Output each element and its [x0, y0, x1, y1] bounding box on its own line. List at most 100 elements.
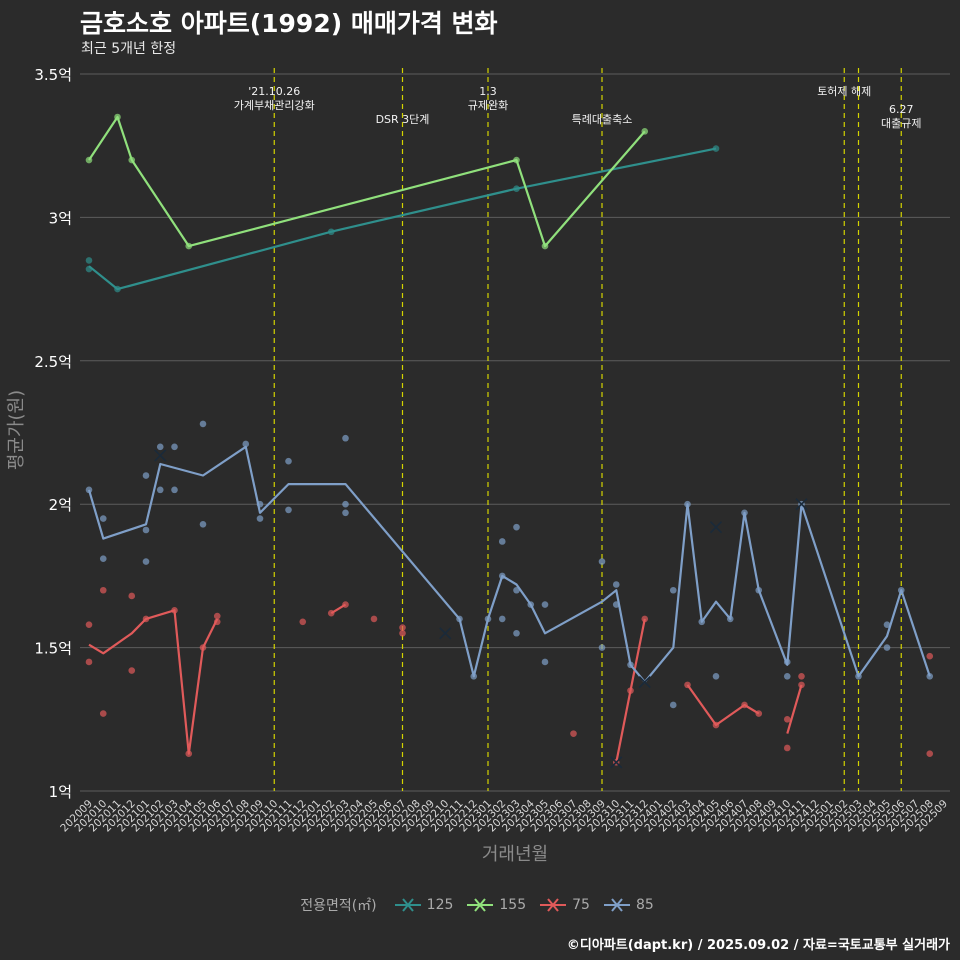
data-point — [883, 644, 891, 651]
cross-marker — [154, 449, 167, 462]
data-point — [783, 744, 791, 752]
source-caption: ©디아파트(dapt.kr) / 2025.09.02 / 자료=국토교통부 실… — [566, 938, 950, 953]
cross-marker — [610, 756, 623, 769]
data-point — [85, 621, 93, 628]
event-label: 특례대출축소 — [572, 113, 633, 126]
data-point — [242, 440, 250, 448]
data-point — [142, 526, 150, 534]
y-tick-label: 2억 — [49, 496, 72, 514]
data-point — [370, 615, 378, 623]
chart-subtitle: 최근 5개년 한정 — [81, 41, 177, 57]
data-point — [142, 472, 150, 479]
data-point — [156, 443, 164, 451]
data-point — [498, 615, 506, 623]
y-tick-label: 1억 — [49, 783, 72, 801]
legend-label: 75 — [572, 897, 590, 913]
data-point — [798, 681, 805, 689]
y-tick-label: 3.5억 — [34, 66, 72, 84]
event-label: 1.3 — [479, 85, 497, 98]
data-point — [598, 644, 606, 651]
data-point — [612, 581, 620, 588]
legend-label: 85 — [635, 897, 654, 913]
legend-key-icon — [603, 898, 630, 912]
data-point — [342, 509, 349, 517]
cross-marker — [638, 675, 651, 689]
data-point — [541, 658, 549, 666]
data-point — [85, 486, 93, 494]
data-point — [399, 629, 406, 637]
legend-key-icon — [467, 898, 494, 912]
data-point — [399, 624, 406, 631]
legend-item-85: 85 — [602, 895, 654, 915]
data-point — [285, 506, 292, 514]
data-point — [883, 621, 891, 628]
series-line — [786, 684, 803, 734]
data-point — [598, 558, 606, 565]
data-point — [798, 672, 805, 680]
data-point — [783, 716, 791, 723]
event-label: DSR 3단계 — [376, 113, 430, 126]
data-point — [513, 629, 520, 637]
y-tick-label: 3억 — [49, 209, 72, 227]
legend-item-125: 125 — [393, 895, 454, 915]
x-axis-title: 거래년월 — [482, 844, 548, 865]
legend-item-155: 155 — [465, 895, 526, 915]
event-label: 토허제 해제 — [817, 84, 871, 98]
data-point — [712, 672, 720, 680]
series-line — [615, 618, 646, 763]
data-point — [99, 515, 107, 522]
data-point — [199, 420, 207, 428]
legend-label: 155 — [499, 897, 527, 913]
data-point — [171, 443, 178, 451]
chart-title: 금호소호 아파트(1992) 매매가격 변화 — [80, 9, 498, 38]
legend-label: 125 — [426, 897, 454, 913]
data-point — [256, 515, 264, 522]
data-point — [299, 618, 307, 626]
data-point — [669, 586, 677, 594]
event-label: 가계부채관리강화 — [234, 99, 315, 112]
data-point — [669, 701, 677, 709]
event-label: 규제완화 — [468, 99, 508, 112]
data-point — [99, 586, 107, 594]
data-point — [712, 145, 720, 152]
cross-marker — [709, 521, 723, 534]
legend-title: 전용면적(㎡) — [300, 898, 377, 914]
data-point — [99, 555, 107, 562]
data-point — [926, 750, 934, 758]
data-point — [85, 658, 93, 666]
data-point — [171, 486, 178, 494]
y-tick-label: 2.5억 — [34, 353, 72, 371]
data-point — [128, 592, 136, 600]
data-point — [498, 538, 506, 545]
series-line — [87, 445, 931, 684]
data-point — [285, 457, 292, 465]
event-label: '21.10.26 — [248, 85, 300, 98]
event-label: 대출규제 — [881, 117, 921, 130]
legend: 전용면적(㎡) 125 155 75 85 — [0, 895, 960, 915]
data-point — [783, 672, 791, 680]
data-point — [128, 667, 136, 674]
legend-key-icon — [394, 898, 421, 912]
series-line — [88, 115, 646, 248]
series-line — [686, 684, 760, 727]
data-point — [541, 601, 549, 608]
legend-key-icon — [540, 898, 567, 912]
data-point — [513, 523, 520, 531]
data-point — [926, 652, 934, 660]
data-point — [99, 710, 107, 717]
data-point — [199, 520, 207, 528]
event-label: 6.27 — [889, 103, 914, 116]
cross-marker — [439, 627, 452, 640]
series-line — [330, 603, 347, 615]
y-axis-title: 평균가(원) — [6, 390, 27, 470]
data-point — [342, 500, 349, 508]
y-tick-label: 1.5억 — [34, 640, 72, 658]
series-line — [88, 147, 717, 291]
series-line — [88, 609, 219, 755]
cross-marker — [795, 498, 808, 511]
data-point — [342, 434, 349, 442]
data-point — [213, 612, 221, 620]
legend-item-75: 75 — [538, 895, 590, 915]
data-point — [142, 558, 150, 565]
